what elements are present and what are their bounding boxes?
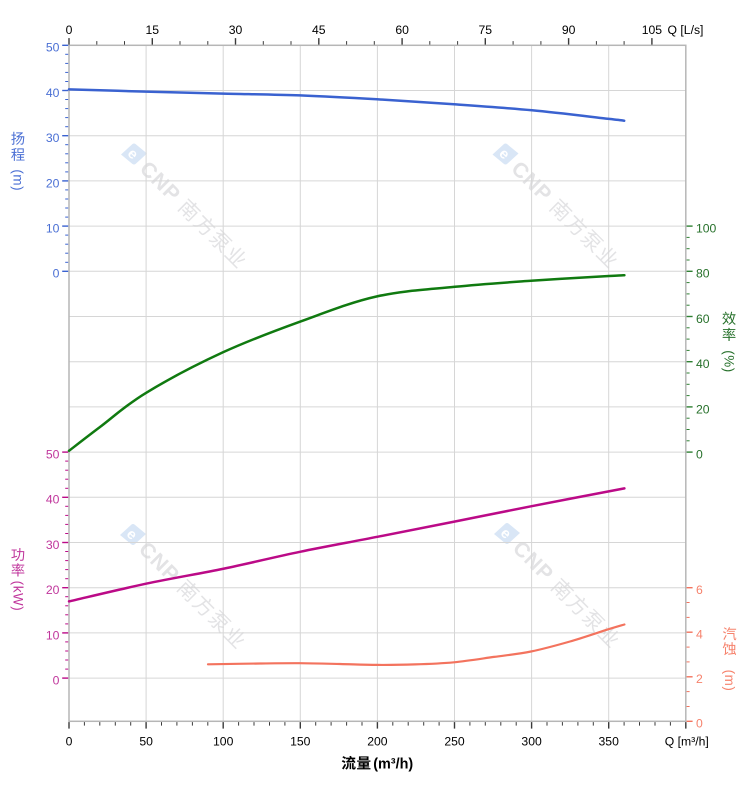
svg-text:0: 0	[696, 448, 703, 462]
svg-text:40: 40	[46, 86, 60, 100]
svg-text:20: 20	[696, 402, 710, 416]
svg-text:40: 40	[696, 357, 710, 371]
svg-text:(m): (m)	[722, 670, 737, 692]
svg-text:50: 50	[46, 41, 60, 55]
svg-text:Q [m³/h]: Q [m³/h]	[665, 735, 709, 749]
svg-text:250: 250	[444, 735, 465, 749]
svg-text:60: 60	[395, 23, 409, 37]
svg-text:50: 50	[139, 735, 153, 749]
svg-text:0: 0	[53, 674, 60, 688]
svg-text:(m): (m)	[10, 169, 25, 191]
svg-text:10: 10	[46, 628, 60, 642]
svg-text:50: 50	[46, 448, 60, 462]
svg-text:(kW): (kW)	[10, 581, 25, 612]
svg-text:30: 30	[229, 23, 243, 37]
svg-text:Q [L/s]: Q [L/s]	[668, 23, 704, 37]
svg-text:45: 45	[312, 23, 326, 37]
svg-text:10: 10	[46, 222, 60, 236]
svg-text:(m³/h): (m³/h)	[373, 756, 413, 772]
svg-text:75: 75	[479, 23, 493, 37]
svg-text:100: 100	[213, 735, 234, 749]
svg-text:20: 20	[46, 583, 60, 597]
svg-text:0: 0	[696, 717, 703, 731]
svg-text:20: 20	[46, 176, 60, 190]
svg-text:350: 350	[599, 735, 620, 749]
svg-text:80: 80	[696, 267, 710, 281]
svg-text:0: 0	[66, 735, 73, 749]
svg-text:30: 30	[46, 131, 60, 145]
svg-text:40: 40	[46, 493, 60, 507]
svg-text:0: 0	[66, 23, 73, 37]
svg-text:60: 60	[696, 312, 710, 326]
svg-text:100: 100	[696, 222, 717, 236]
svg-text:4: 4	[696, 628, 703, 642]
svg-text:6: 6	[696, 583, 703, 597]
svg-text:300: 300	[521, 735, 542, 749]
svg-text:2: 2	[696, 672, 703, 686]
svg-text:(%): (%)	[721, 350, 736, 373]
svg-text:90: 90	[562, 23, 576, 37]
svg-text:200: 200	[367, 735, 388, 749]
svg-text:15: 15	[146, 23, 160, 37]
svg-text:150: 150	[290, 735, 311, 749]
svg-text:105: 105	[642, 23, 663, 37]
svg-text:30: 30	[46, 538, 60, 552]
svg-text:0: 0	[53, 267, 60, 281]
